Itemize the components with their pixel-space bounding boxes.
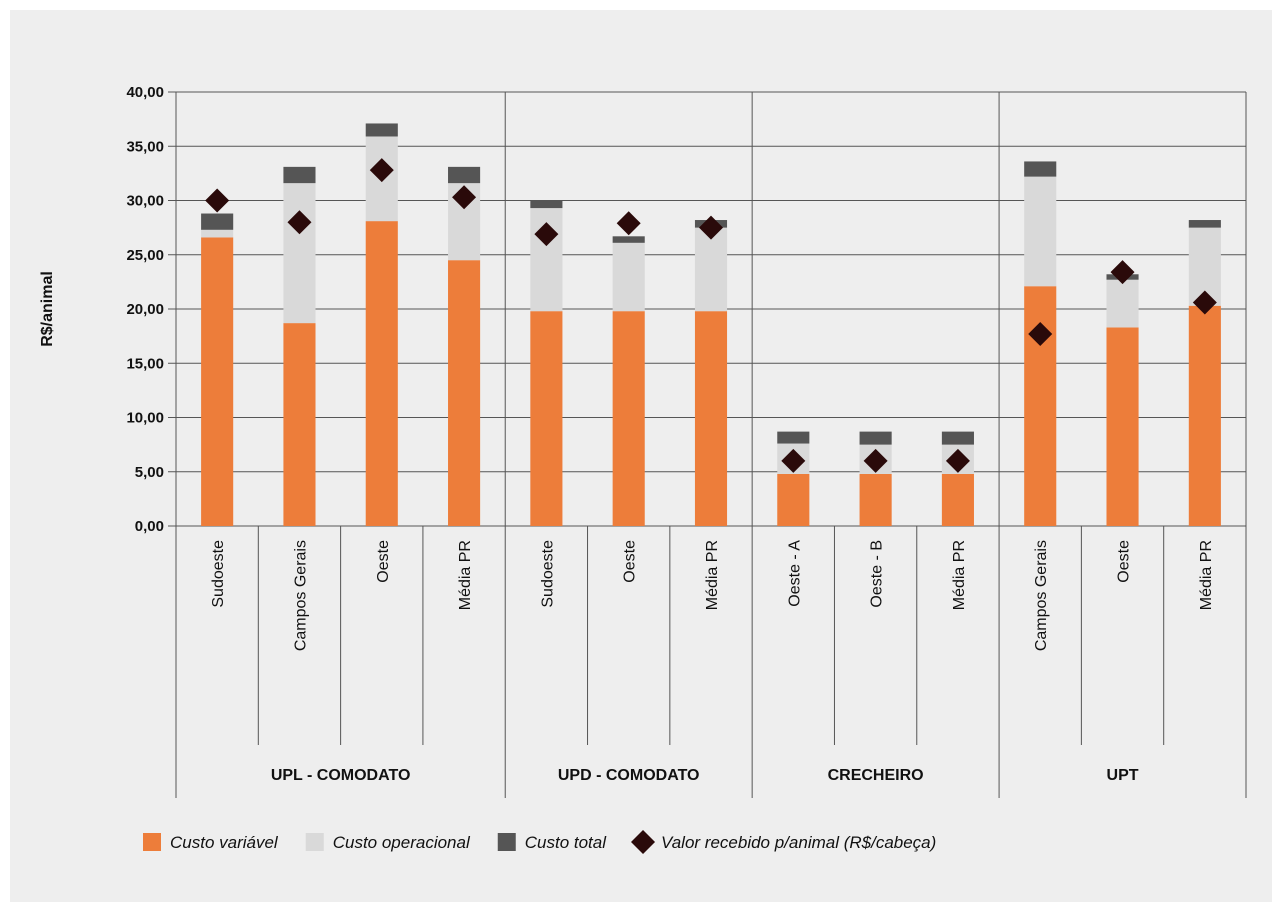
bar-segment	[1106, 279, 1139, 328]
bar-segment	[365, 221, 398, 527]
bar-segment	[530, 200, 563, 209]
bar-segment	[941, 473, 974, 526]
y-tick-label: 40,00	[126, 84, 164, 101]
bar-segment	[1024, 161, 1057, 177]
category-label: Oeste - B	[869, 540, 886, 608]
group-label: UPD - COMODATO	[558, 767, 700, 784]
value-marker	[452, 185, 477, 210]
value-marker	[369, 158, 394, 183]
value-marker	[205, 188, 230, 213]
value-marker	[945, 448, 970, 473]
value-marker	[1192, 290, 1217, 315]
bar-segment	[201, 229, 234, 238]
bar-segment	[448, 166, 481, 184]
bar-segment	[612, 236, 645, 243]
legend-swatch	[143, 833, 161, 851]
markers	[205, 158, 1217, 473]
labels: 0,00 5,00 10,00 15,00 20,00 25,00 30,00 35,00 40…	[39, 84, 1215, 784]
legend: Custo variável Custo operacional Custo tot…	[143, 830, 936, 854]
bar-segment	[448, 260, 481, 526]
value-marker	[616, 211, 641, 236]
legend-entry: Custo total	[525, 833, 607, 852]
category-label: Média PR	[951, 540, 968, 610]
value-marker	[287, 210, 312, 235]
y-tick-label: 15,00	[126, 355, 164, 372]
bar-segment	[1106, 327, 1139, 526]
group-label: UPT	[1107, 767, 1139, 784]
legend-entry: Custo operacional	[333, 833, 471, 852]
category-label: Oeste	[375, 540, 392, 583]
group-label: UPL - COMODATO	[271, 767, 411, 784]
chart-panel: 0,00 5,00 10,00 15,00 20,00 25,00 30,00 35,00 40…	[10, 10, 1272, 902]
legend-entry: Valor recebido p/animal (R$/cabeça)	[661, 833, 936, 852]
bars	[201, 123, 1221, 527]
bar-segment	[777, 473, 810, 526]
category-label: Média PR	[457, 540, 474, 610]
y-tick-label: 5,00	[135, 464, 164, 481]
y-tick-label: 0,00	[135, 518, 164, 535]
category-label: Oeste	[622, 540, 639, 583]
y-axis-label: R$/animal	[39, 271, 56, 347]
group-label: CRECHEIRO	[828, 767, 924, 784]
bar-segment	[201, 237, 234, 526]
y-tick-label: 25,00	[126, 247, 164, 264]
value-marker	[1110, 260, 1135, 285]
bar-segment	[365, 123, 398, 137]
category-label: Média PR	[1198, 540, 1215, 610]
bar-segment	[283, 323, 316, 526]
value-marker	[863, 448, 888, 473]
bar-segment	[201, 213, 234, 230]
bar-segment	[612, 242, 645, 312]
y-tick-label: 10,00	[126, 410, 164, 427]
bar-segment	[859, 431, 892, 445]
bar-segment	[1188, 305, 1221, 526]
bar-segment	[1188, 220, 1221, 228]
category-label: Sudoeste	[210, 540, 227, 608]
bar-segment	[777, 431, 810, 444]
legend-marker	[631, 830, 656, 854]
y-tick-label: 35,00	[126, 138, 164, 155]
value-marker	[534, 222, 559, 247]
value-marker	[699, 215, 723, 240]
bar-segment	[612, 311, 645, 526]
value-marker	[781, 448, 806, 473]
category-label: Oeste	[1116, 540, 1133, 583]
legend-swatch	[305, 833, 324, 851]
bar-segment	[1024, 176, 1057, 287]
category-label: Média PR	[704, 540, 721, 610]
bar-segment	[530, 311, 563, 526]
value-marker	[1028, 321, 1053, 346]
chart: 0,00 5,00 10,00 15,00 20,00 25,00 30,00 35,00 40…	[39, 84, 1247, 854]
axes	[168, 91, 1247, 798]
category-label: Oeste - A	[786, 540, 803, 607]
category-label: Sudoeste	[539, 540, 556, 608]
bar-segment	[941, 431, 974, 445]
bar-segment	[859, 473, 892, 526]
legend-entry: Custo variável	[170, 833, 279, 852]
bar-segment	[283, 166, 316, 184]
legend-swatch	[497, 833, 516, 851]
category-label: Campos Gerais	[1033, 540, 1050, 651]
y-tick-label: 20,00	[126, 301, 164, 318]
category-label: Campos Gerais	[292, 540, 309, 651]
bar-segment	[283, 183, 316, 324]
y-tick-label: 30,00	[126, 193, 164, 210]
bar-segment	[694, 311, 728, 526]
bar-segment	[694, 227, 728, 312]
